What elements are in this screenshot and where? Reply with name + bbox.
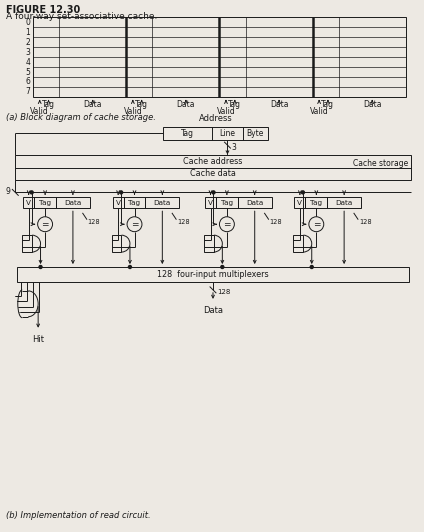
Text: 128: 128 (177, 219, 190, 225)
Bar (34, 197, 56, 209)
Text: 4: 4 (25, 57, 30, 66)
Bar (293, 235, 303, 252)
Text: Line: Line (220, 129, 235, 138)
Text: 1: 1 (25, 28, 30, 37)
Circle shape (120, 191, 123, 194)
Text: V: V (208, 200, 213, 206)
Bar (113, 197, 123, 209)
Text: 9: 9 (6, 187, 10, 196)
Text: Tag: Tag (42, 100, 55, 109)
Text: V: V (116, 200, 120, 206)
Bar (163, 127, 268, 140)
Text: 128: 128 (217, 289, 230, 295)
Text: Address: Address (198, 114, 232, 123)
Circle shape (301, 191, 304, 194)
Bar (17, 267, 409, 282)
Circle shape (212, 191, 215, 194)
Text: Tag: Tag (128, 200, 141, 206)
Text: Valid: Valid (217, 107, 235, 117)
Text: A four-way set-associative cache.: A four-way set-associative cache. (6, 12, 158, 21)
Text: 2: 2 (25, 38, 30, 47)
Text: FIGURE 12.30: FIGURE 12.30 (6, 5, 81, 15)
Circle shape (38, 217, 53, 231)
Text: 7: 7 (25, 87, 30, 96)
Circle shape (127, 217, 142, 231)
Text: 6: 6 (25, 78, 30, 87)
Circle shape (310, 265, 313, 269)
Bar (33, 18, 406, 97)
Circle shape (221, 265, 224, 269)
Text: Tag: Tag (321, 100, 335, 109)
Text: =: = (42, 220, 49, 229)
Text: Tag: Tag (39, 200, 51, 206)
Text: V: V (297, 200, 302, 206)
Circle shape (309, 217, 324, 231)
Text: Cache data: Cache data (190, 170, 236, 178)
Text: Hit: Hit (32, 335, 44, 344)
Text: 128: 128 (88, 219, 100, 225)
Text: Cache address: Cache address (183, 156, 243, 165)
Text: =: = (312, 220, 320, 229)
Circle shape (128, 265, 131, 269)
Text: Data: Data (363, 100, 382, 109)
Text: Valid: Valid (31, 107, 49, 117)
Bar (123, 197, 145, 209)
Bar (205, 197, 216, 209)
Text: (b) Implementation of read circuit.: (b) Implementation of read circuit. (6, 511, 151, 520)
Text: =: = (131, 220, 138, 229)
Text: Tag: Tag (228, 100, 241, 109)
Text: Tag: Tag (310, 200, 322, 206)
Bar (204, 235, 214, 252)
Text: Valid: Valid (310, 107, 329, 117)
Text: Tag: Tag (135, 100, 148, 109)
Text: 128  four-input multiplexers: 128 four-input multiplexers (157, 270, 269, 279)
Bar (327, 197, 361, 209)
Text: Byte: Byte (246, 129, 264, 138)
Text: Tag: Tag (181, 129, 194, 138)
Text: 0: 0 (25, 18, 30, 27)
Circle shape (39, 265, 42, 269)
Text: 3: 3 (232, 143, 236, 152)
Bar (56, 197, 90, 209)
Circle shape (220, 217, 234, 231)
Text: Data: Data (177, 100, 195, 109)
Text: 128: 128 (359, 219, 371, 225)
Text: 128: 128 (270, 219, 282, 225)
Text: Data: Data (64, 200, 81, 206)
Bar (238, 197, 272, 209)
Text: Tag: Tag (221, 200, 233, 206)
Text: V: V (26, 200, 31, 206)
Text: Data: Data (154, 200, 171, 206)
Text: Data: Data (203, 306, 223, 315)
Text: Data: Data (270, 100, 288, 109)
Text: Data: Data (335, 200, 353, 206)
Text: Data: Data (246, 200, 263, 206)
Text: 3: 3 (25, 48, 30, 56)
Bar (112, 235, 122, 252)
Bar (15, 155, 411, 180)
Bar (216, 197, 238, 209)
Bar (23, 197, 34, 209)
Text: Cache storage: Cache storage (354, 159, 409, 168)
Bar (22, 235, 32, 252)
Bar (294, 197, 305, 209)
Text: =: = (223, 220, 231, 229)
Bar (305, 197, 327, 209)
Bar (145, 197, 179, 209)
Text: (a) Block diagram of cache storage.: (a) Block diagram of cache storage. (6, 113, 156, 122)
Circle shape (30, 191, 33, 194)
Text: 5: 5 (25, 68, 30, 77)
Text: Data: Data (84, 100, 102, 109)
Text: Valid: Valid (123, 107, 142, 117)
